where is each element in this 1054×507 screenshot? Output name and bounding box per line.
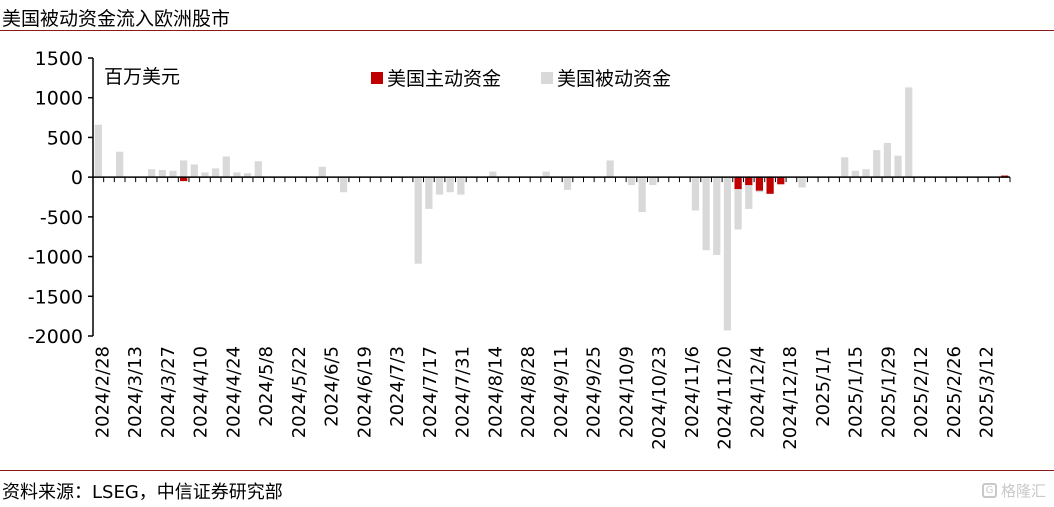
passive-flow-bar bbox=[435, 177, 444, 195]
x-tick-label: 2024/9/11 bbox=[551, 346, 572, 438]
x-tick-label: 2024/7/31 bbox=[453, 346, 474, 438]
passive-flow-bar bbox=[254, 161, 262, 178]
passive-flow-bar bbox=[94, 124, 102, 178]
y-tick-label: -2000 bbox=[28, 326, 83, 348]
x-tick-label: 2024/11/20 bbox=[715, 346, 736, 450]
passive-flow-bar bbox=[563, 177, 572, 190]
legend-label: 美国主动资金 bbox=[387, 68, 501, 90]
x-tick-label: 2024/4/10 bbox=[191, 346, 212, 438]
passive-flow-bar bbox=[243, 173, 252, 178]
active-flow-bar bbox=[777, 177, 785, 185]
x-tick-label: 2025/1/29 bbox=[878, 346, 899, 438]
x-tick-label: 2025/2/12 bbox=[911, 346, 932, 438]
active-flow-bar bbox=[180, 177, 188, 182]
passive-flow-bar bbox=[734, 177, 742, 230]
passive-flow-bar bbox=[862, 169, 870, 178]
passive-flow-bar bbox=[489, 171, 497, 178]
legend-label: 美国被动资金 bbox=[557, 68, 671, 90]
x-tick-label: 2025/1/1 bbox=[813, 346, 834, 427]
passive-flow-bar bbox=[180, 160, 188, 178]
y-tick-label: 500 bbox=[47, 127, 83, 149]
x-tick-label: 2025/2/26 bbox=[944, 346, 965, 438]
logo-g-icon: G bbox=[981, 483, 997, 498]
x-tick-label: 2024/12/18 bbox=[780, 346, 801, 450]
passive-flow-bar bbox=[638, 177, 646, 213]
passive-flow-bar bbox=[606, 160, 614, 178]
passive-flow-bar bbox=[169, 170, 177, 178]
y-tick-label: -1000 bbox=[28, 247, 83, 269]
y-tick-label: -500 bbox=[40, 207, 83, 229]
passive-flow-bar bbox=[201, 172, 209, 178]
y-tick-label: 1500 bbox=[35, 48, 83, 70]
passive-flow-bar bbox=[851, 170, 860, 178]
x-tick-label: 2024/3/27 bbox=[158, 346, 179, 438]
x-tick-label: 2024/8/28 bbox=[518, 346, 539, 438]
active-flow-bar bbox=[766, 177, 774, 194]
active-flow-bar bbox=[755, 177, 764, 191]
active-flow-bar bbox=[745, 177, 753, 186]
passive-flow-bar bbox=[542, 171, 550, 178]
x-tick-label: 2025/1/15 bbox=[846, 346, 867, 438]
x-tick-label: 2024/12/4 bbox=[747, 346, 768, 438]
chart-title: 美国被动资金流入欧洲股市 bbox=[2, 8, 231, 30]
legend-swatch bbox=[541, 72, 553, 84]
passive-flow-bar bbox=[233, 172, 241, 178]
x-tick-label: 2024/7/3 bbox=[387, 346, 408, 427]
legend-swatch bbox=[371, 72, 383, 84]
x-tick-label: 2024/6/5 bbox=[322, 346, 343, 427]
passive-flow-bar bbox=[883, 142, 892, 178]
x-tick-label: 2024/2/28 bbox=[92, 346, 113, 438]
active-flow-bar bbox=[1001, 175, 1009, 178]
active-flow-bar bbox=[734, 177, 742, 190]
passive-flow-bar bbox=[158, 169, 166, 178]
passive-flow-bar bbox=[894, 155, 902, 178]
passive-flow-bar bbox=[457, 177, 465, 195]
x-tick-label: 2024/3/13 bbox=[125, 346, 146, 438]
watermark-text: 格隆汇 bbox=[1000, 482, 1046, 500]
source-note: 资料来源：LSEG，中信证券研究部 bbox=[2, 482, 283, 503]
passive-flow-bar bbox=[425, 177, 433, 209]
x-tick-label: 2024/10/9 bbox=[616, 346, 637, 438]
x-tick-label: 2024/9/25 bbox=[584, 346, 605, 438]
unit-label: 百万美元 bbox=[104, 66, 180, 88]
x-tick-label: 2024/7/17 bbox=[420, 346, 441, 438]
passive-flow-bar bbox=[446, 177, 454, 193]
footer-divider bbox=[0, 470, 1054, 471]
passive-flow-bar bbox=[627, 177, 636, 186]
x-tick-label: 2024/5/8 bbox=[256, 346, 277, 427]
passive-flow-bar bbox=[318, 166, 326, 178]
passive-flow-bar bbox=[798, 177, 806, 188]
x-tick-label: 2024/5/22 bbox=[289, 346, 310, 438]
passive-flow-bar bbox=[148, 169, 156, 178]
passive-flow-bar bbox=[116, 151, 124, 178]
passive-flow-bar bbox=[222, 156, 230, 178]
x-tick-label: 2024/6/19 bbox=[354, 346, 375, 438]
x-tick-label: 2024/11/6 bbox=[682, 346, 703, 438]
title-divider bbox=[0, 30, 1054, 31]
watermark: G 格隆汇 bbox=[981, 480, 1046, 501]
x-tick-label: 2024/4/24 bbox=[223, 346, 244, 438]
passive-flow-bar bbox=[190, 164, 198, 178]
passive-flow-bar bbox=[702, 177, 710, 251]
y-tick-label: -1500 bbox=[28, 286, 83, 308]
passive-flow-bar bbox=[691, 177, 700, 211]
passive-flow-bar bbox=[649, 177, 657, 186]
passive-flow-bar bbox=[905, 87, 913, 178]
passive-flow-bar bbox=[339, 177, 348, 193]
chart-plot: 1500 1000 500 0 -500 -1000 -1500 -2000 2024/2/28… bbox=[28, 48, 1011, 450]
passive-flow-bar bbox=[873, 150, 881, 178]
passive-flow-bar bbox=[745, 177, 753, 209]
passive-flow-bar bbox=[713, 177, 721, 255]
passive-flow-bar bbox=[723, 177, 732, 331]
x-tick-label: 2025/3/12 bbox=[977, 346, 998, 438]
y-tick-label: 0 bbox=[71, 167, 83, 189]
y-tick-label: 1000 bbox=[35, 88, 83, 110]
x-tick-label: 2024/8/14 bbox=[485, 346, 506, 438]
passive-flow-bar bbox=[414, 177, 422, 264]
passive-flow-bar bbox=[211, 168, 220, 178]
passive-flow-bar bbox=[841, 157, 849, 178]
x-tick-label: 2024/10/23 bbox=[649, 346, 670, 450]
